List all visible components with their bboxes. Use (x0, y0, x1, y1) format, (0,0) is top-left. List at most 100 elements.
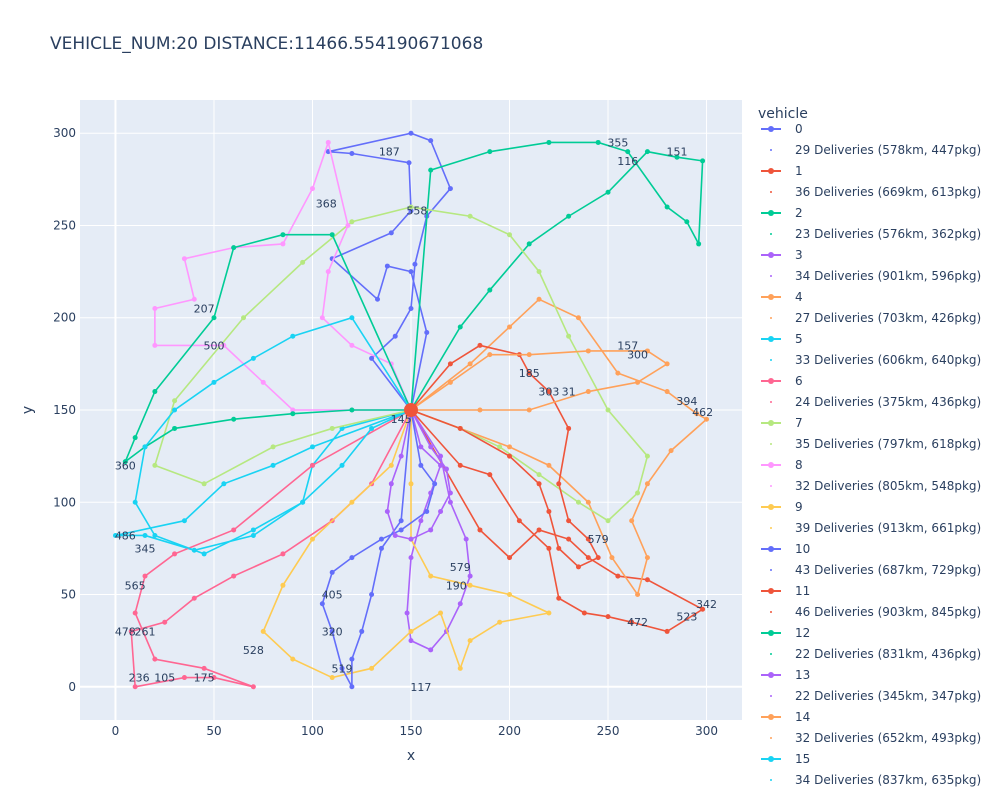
legend-detail-4[interactable]: 27 Deliveries (703km, 426pkg) (795, 311, 981, 325)
depot-layer (404, 403, 418, 417)
legend-item-11[interactable]: 11 (795, 584, 810, 598)
route-point-6 (211, 675, 217, 681)
route-point-15 (369, 425, 375, 431)
route-point-0 (412, 261, 418, 267)
legend-item-14[interactable]: 14 (795, 710, 810, 724)
legend-detail-10[interactable]: 43 Deliveries (687km, 729pkg) (795, 563, 981, 577)
legend-detail-0[interactable]: 29 Deliveries (578km, 447pkg) (795, 143, 981, 157)
route-point-12 (132, 435, 138, 441)
route-point-14 (585, 389, 591, 395)
legend-detail-9[interactable]: 39 Deliveries (913km, 661pkg) (795, 521, 981, 535)
route-point-13 (384, 508, 390, 514)
legend-swatch-dot-7 (768, 420, 774, 426)
legend-item-7[interactable]: 7 (795, 416, 803, 430)
legend-item-5[interactable]: 5 (795, 332, 803, 346)
node-label: 462 (692, 406, 713, 419)
route-point-2 (605, 189, 611, 195)
legend-detail-3[interactable]: 34 Deliveries (901km, 596pkg) (795, 269, 981, 283)
legend-detail-6[interactable]: 24 Deliveries (375km, 436pkg) (795, 395, 981, 409)
legend-detail-5[interactable]: 33 Deliveries (606km, 640pkg) (795, 353, 981, 367)
route-point-9 (408, 628, 414, 634)
legend-detail-2[interactable]: 23 Deliveries (576km, 362pkg) (795, 227, 981, 241)
route-point-2 (644, 149, 650, 155)
node-label: 405 (322, 589, 343, 602)
route-point-9 (428, 573, 434, 579)
route-point-13 (408, 536, 414, 542)
legend-swatch-dot-0 (768, 126, 774, 132)
route-point-10 (359, 628, 365, 634)
route-point-10 (349, 684, 355, 690)
route-point-7 (566, 333, 572, 339)
route-point-11 (457, 425, 463, 431)
legend-detail-7[interactable]: 35 Deliveries (797km, 618pkg) (795, 437, 981, 451)
node-label: 528 (243, 644, 264, 657)
route-point-12 (211, 315, 217, 321)
route-point-0 (408, 269, 414, 275)
route-point-10 (329, 628, 335, 634)
node-label: 261 (135, 625, 156, 638)
route-point-13 (443, 466, 449, 472)
node-label: 394 (676, 395, 697, 408)
legend-detail-marker-14 (770, 737, 772, 739)
node-label: 579 (588, 533, 609, 546)
legend-item-9[interactable]: 9 (795, 500, 803, 514)
route-point-6 (152, 656, 158, 662)
y-tick-label: 150 (53, 403, 76, 417)
node-label: 519 (332, 662, 353, 675)
legend-item-6[interactable]: 6 (795, 374, 803, 388)
legend-item-13[interactable]: 13 (795, 668, 810, 682)
route-point-2 (625, 149, 631, 155)
route-point-4 (644, 481, 650, 487)
route-point-0 (375, 296, 381, 302)
legend-item-8[interactable]: 8 (795, 458, 803, 472)
route-point-14 (447, 379, 453, 385)
route-point-14 (487, 352, 493, 358)
route-point-7 (349, 219, 355, 225)
legend-item-2[interactable]: 2 (795, 206, 803, 220)
route-point-11 (526, 370, 532, 376)
route-point-4 (467, 361, 473, 367)
route-point-13 (398, 453, 404, 459)
node-label: 500 (203, 339, 224, 352)
route-point-0 (388, 230, 394, 236)
node-label: 355 (607, 136, 628, 149)
node-label: 117 (410, 681, 431, 694)
x-axis-title: x (407, 748, 415, 764)
legend-detail-marker-10 (770, 569, 772, 571)
legend-detail-12[interactable]: 22 Deliveries (831km, 436pkg) (795, 647, 981, 661)
route-point-11 (477, 342, 483, 348)
legend-item-1[interactable]: 1 (795, 164, 803, 178)
legend-detail-8[interactable]: 32 Deliveries (805km, 548pkg) (795, 479, 981, 493)
legend-item-15[interactable]: 15 (795, 752, 810, 766)
legend-item-4[interactable]: 4 (795, 290, 803, 304)
legend-swatch-dot-14 (768, 714, 774, 720)
legend-item-3[interactable]: 3 (795, 248, 803, 262)
route-point-15 (172, 407, 178, 413)
route-point-9 (438, 610, 444, 616)
route-point-2 (696, 241, 702, 247)
legend-detail-11[interactable]: 46 Deliveries (903km, 845pkg) (795, 605, 981, 619)
route-point-0 (447, 186, 453, 192)
route-point-12 (290, 411, 296, 417)
route-point-6 (172, 551, 178, 557)
route-point-4 (507, 444, 513, 450)
y-tick-label: 100 (53, 495, 76, 509)
route-point-7 (241, 315, 247, 321)
legend-item-0[interactable]: 0 (795, 122, 803, 136)
y-tick-label: 0 (68, 680, 76, 694)
legend-detail-1[interactable]: 36 Deliveries (669km, 613pkg) (795, 185, 981, 199)
legend-swatch-dot-12 (768, 630, 774, 636)
route-point-7 (270, 444, 276, 450)
legend-item-12[interactable]: 12 (795, 626, 810, 640)
node-label: 558 (406, 205, 427, 218)
legend-detail-13[interactable]: 22 Deliveries (345km, 347pkg) (795, 689, 981, 703)
route-point-12 (231, 245, 237, 251)
legend-item-10[interactable]: 10 (795, 542, 810, 556)
node-label: 175 (194, 672, 215, 685)
route-point-7 (575, 499, 581, 505)
legend-detail-14[interactable]: 32 Deliveries (652km, 493pkg) (795, 731, 981, 745)
route-point-4 (635, 592, 641, 598)
legend-detail-15[interactable]: 34 Deliveries (837km, 635pkg) (795, 773, 981, 787)
route-point-8 (260, 379, 266, 385)
